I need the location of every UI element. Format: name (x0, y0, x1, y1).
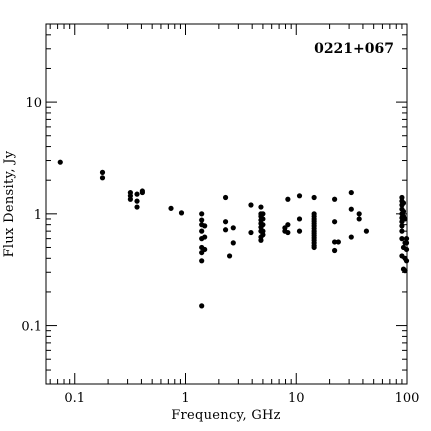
data-point (348, 206, 354, 212)
x-tick-label: 100 (395, 391, 420, 406)
x-tick-label: 10 (288, 391, 305, 406)
data-point (199, 228, 205, 234)
data-point (348, 234, 354, 240)
data-point (348, 189, 354, 196)
data-point (99, 175, 106, 181)
data-point (285, 229, 291, 236)
data-point (403, 236, 410, 242)
y-tick-label: 1 (34, 208, 42, 223)
data-point (222, 227, 229, 233)
data-point (311, 194, 317, 201)
x-tick-label: 1 (181, 391, 189, 406)
data-point (230, 240, 236, 246)
data-point (260, 222, 266, 228)
y-tick-label: 10 (25, 96, 42, 111)
data-point (356, 216, 362, 222)
data-point (199, 211, 205, 217)
data-point (248, 229, 254, 236)
data-point (285, 222, 291, 228)
data-point (139, 189, 145, 196)
minor-ticks (46, 23, 407, 385)
data-point (402, 268, 408, 274)
data-point (296, 193, 303, 199)
data-point (199, 303, 205, 309)
plot-frame (45, 23, 408, 385)
data-point (260, 216, 266, 222)
data-point (199, 258, 205, 264)
source-annotation: 0221+067 (314, 41, 394, 57)
data-point (202, 234, 208, 240)
data-point (222, 219, 229, 225)
data-points (57, 159, 410, 309)
data-point (258, 237, 264, 243)
data-point (296, 228, 303, 234)
data-point (400, 208, 407, 215)
data-point (134, 191, 140, 197)
data-point (400, 200, 407, 206)
data-point (127, 196, 133, 202)
y-axis-title: Flux Density, Jy (2, 150, 17, 257)
data-point (311, 244, 317, 251)
data-point (332, 219, 338, 225)
data-point (399, 194, 405, 201)
data-point (403, 240, 410, 246)
data-point (285, 196, 291, 202)
data-point (335, 239, 341, 245)
data-point (260, 211, 266, 217)
tick-labels: 0.1 1 10 100 0.1 1 10 (21, 96, 419, 406)
data-point (258, 204, 264, 210)
data-point (222, 194, 229, 201)
data-point (202, 246, 208, 253)
data-point (230, 225, 236, 231)
data-point (248, 202, 254, 208)
data-point (399, 223, 405, 229)
y-tick-label: 0.1 (21, 320, 42, 335)
data-point (134, 198, 140, 204)
data-point (178, 210, 185, 216)
data-point (296, 216, 303, 222)
data-point (332, 239, 338, 245)
data-point (356, 211, 362, 217)
data-point (168, 205, 174, 211)
data-point (57, 159, 63, 165)
data-point (332, 247, 338, 254)
data-point (134, 204, 140, 210)
data-point (403, 258, 410, 264)
data-point (260, 232, 266, 238)
x-axis-title: Frequency, GHz (171, 408, 281, 423)
data-point (399, 236, 405, 242)
data-point (99, 169, 106, 175)
major-ticks (46, 24, 408, 384)
data-point (402, 216, 408, 222)
data-point (226, 253, 233, 259)
data-point (199, 217, 205, 223)
data-point (399, 228, 405, 234)
data-point (332, 196, 338, 202)
x-tick-label: 0.1 (64, 391, 85, 406)
data-point (403, 246, 410, 253)
data-point (260, 228, 266, 234)
data-point (363, 228, 370, 234)
data-point (202, 223, 208, 229)
